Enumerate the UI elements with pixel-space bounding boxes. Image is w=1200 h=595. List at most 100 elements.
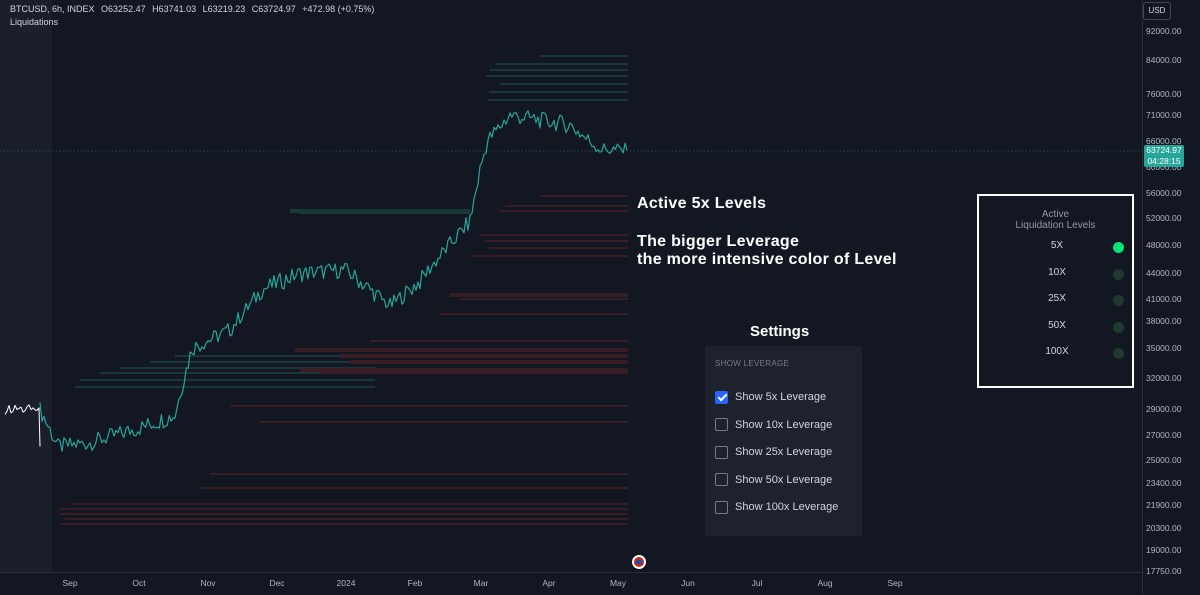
price-chart[interactable]	[0, 0, 1142, 572]
leverage-option-1[interactable]: Show 10x Leverage	[715, 417, 832, 433]
history-series-line	[4, 404, 41, 447]
long-liquidation-level	[490, 247, 628, 249]
liquidation-level-row: 25X	[979, 293, 1132, 307]
change-value: +472.98 (+0.75%)	[302, 4, 375, 14]
liquidation-level-label: 5X	[1050, 240, 1064, 251]
short-liquidation-level	[490, 69, 628, 71]
long-liquidation-level	[370, 340, 628, 342]
long-liquidation-level	[65, 518, 628, 520]
price-tick-label: 38000.00	[1146, 316, 1182, 326]
leverage-option-3[interactable]: Show 50x Leverage	[715, 472, 832, 488]
liquidation-level-row: 10X	[979, 267, 1132, 281]
inactive-dot-icon	[1113, 268, 1124, 280]
countdown-value: 04:28:15	[1147, 156, 1181, 166]
long-liquidation-level	[540, 195, 628, 197]
price-tick-label: 56000.00	[1146, 188, 1182, 198]
short-liquidation-level	[488, 99, 628, 101]
time-tick-label: Jul	[751, 578, 763, 588]
inactive-dot-icon	[1113, 295, 1124, 306]
leverage-option-2[interactable]: Show 25x Leverage	[715, 444, 832, 460]
price-tick-label: 48000.00	[1146, 240, 1182, 250]
close-value: C63724.97	[251, 4, 296, 14]
short-liquidation-level	[486, 75, 628, 77]
liquidation-level-row: 100X	[979, 346, 1132, 360]
panel-title-line-2: Liquidation Levels	[1015, 220, 1096, 231]
indicator-label[interactable]: Liquidations	[10, 17, 59, 27]
long-liquidation-level	[60, 523, 628, 525]
short-liquidation-level	[540, 55, 628, 57]
time-tick-label: Jun	[681, 578, 695, 588]
long-liquidation-level	[300, 368, 628, 372]
settings-section-label: SHOW LEVERAGE	[715, 359, 790, 368]
high-value: H63741.03	[152, 4, 197, 14]
time-tick-label: Aug	[817, 578, 833, 588]
price-tick-label: 66000.00	[1146, 136, 1182, 146]
liquidation-level-row: 50X	[979, 320, 1132, 334]
price-tick-label: 20300.00	[1146, 523, 1182, 533]
price-tick-label: 17750.00	[1146, 566, 1182, 576]
active-dot-icon	[1113, 242, 1124, 253]
price-tick-label: 23400.00	[1146, 478, 1182, 488]
chart-area[interactable]	[0, 0, 1142, 572]
price-tick-label: 92000.00	[1146, 26, 1182, 36]
checkbox[interactable]	[715, 418, 728, 431]
short-liquidation-level	[75, 386, 375, 388]
price-tick-label: 27000.00	[1146, 430, 1182, 440]
liquidation-level-label: 100X	[1045, 346, 1069, 357]
last-price-value: 63724.97	[1146, 145, 1182, 155]
price-tick-label: 76000.00	[1146, 89, 1182, 99]
price-tick-label: 60000.00	[1146, 162, 1182, 172]
time-axis[interactable]	[0, 572, 1142, 595]
time-tick-label: Dec	[269, 578, 285, 588]
annotation-line-1: The bigger Leverage	[637, 233, 800, 250]
long-liquidation-level	[230, 405, 628, 407]
currency-button[interactable]: USD	[1143, 2, 1171, 20]
price-tick-label: 52000.00	[1146, 213, 1182, 223]
long-liquidation-level	[350, 360, 628, 364]
panel-title-line-1: Active	[1041, 209, 1070, 220]
short-liquidation-level	[495, 63, 628, 65]
time-tick-label: Sep	[887, 578, 903, 588]
time-tick-label: Apr	[542, 578, 556, 588]
long-liquidation-level	[485, 240, 628, 242]
inactive-dot-icon	[1113, 321, 1124, 333]
time-tick-label: Oct	[132, 578, 146, 588]
time-tick-label: Nov	[200, 578, 216, 588]
low-value: L63219.23	[202, 4, 246, 14]
short-liquidation-level	[300, 212, 470, 214]
long-liquidation-level	[440, 313, 628, 315]
long-liquidation-level	[340, 354, 628, 358]
price-tick-label: 71000.00	[1146, 110, 1182, 120]
leverage-option-label: Show 100x Leverage	[735, 501, 839, 513]
long-liquidation-level	[450, 293, 628, 297]
leverage-option-label: Show 25x Leverage	[735, 446, 833, 458]
price-axis[interactable]	[1142, 0, 1200, 594]
liquidation-level-label: 25X	[1048, 293, 1066, 304]
price-tick-label: 25000.00	[1146, 455, 1182, 465]
long-liquidation-level	[480, 234, 628, 236]
time-tick-label: 2024	[336, 578, 356, 588]
inactive-dot-icon	[1113, 348, 1124, 359]
annotation-line-2: the more intensive color of Level	[637, 251, 897, 268]
long-liquidation-level	[500, 210, 628, 212]
price-tick-label: 44000.00	[1146, 268, 1182, 278]
price-tick-label: 84000.00	[1146, 55, 1182, 65]
long-liquidation-level	[470, 255, 628, 257]
checkbox-checked[interactable]	[715, 390, 728, 404]
leverage-option-4[interactable]: Show 100x Leverage	[715, 499, 838, 515]
long-liquidation-level	[60, 508, 628, 510]
leverage-option-label: Show 10x Leverage	[735, 418, 833, 431]
checkbox[interactable]	[715, 500, 728, 514]
long-liquidation-level	[320, 372, 628, 374]
annotation-active-levels: Active 5x Levels	[637, 195, 767, 212]
long-liquidation-level	[200, 487, 628, 489]
short-liquidation-level	[80, 379, 375, 381]
price-tick-label: 19000.00	[1146, 545, 1182, 555]
checkbox[interactable]	[715, 473, 728, 486]
us-flag-icon[interactable]	[632, 555, 646, 569]
checkbox[interactable]	[715, 445, 728, 459]
symbol-header: BTCUSD, 6h, INDEX O63252.47 H63741.03 L6…	[10, 4, 378, 14]
price-tick-label: 41000.00	[1146, 294, 1182, 304]
leverage-option-0[interactable]: Show 5x Leverage	[715, 389, 826, 405]
liquidation-levels-panel: Active Liquidation Levels 5X 10X 25X 50X 100…	[977, 194, 1134, 388]
